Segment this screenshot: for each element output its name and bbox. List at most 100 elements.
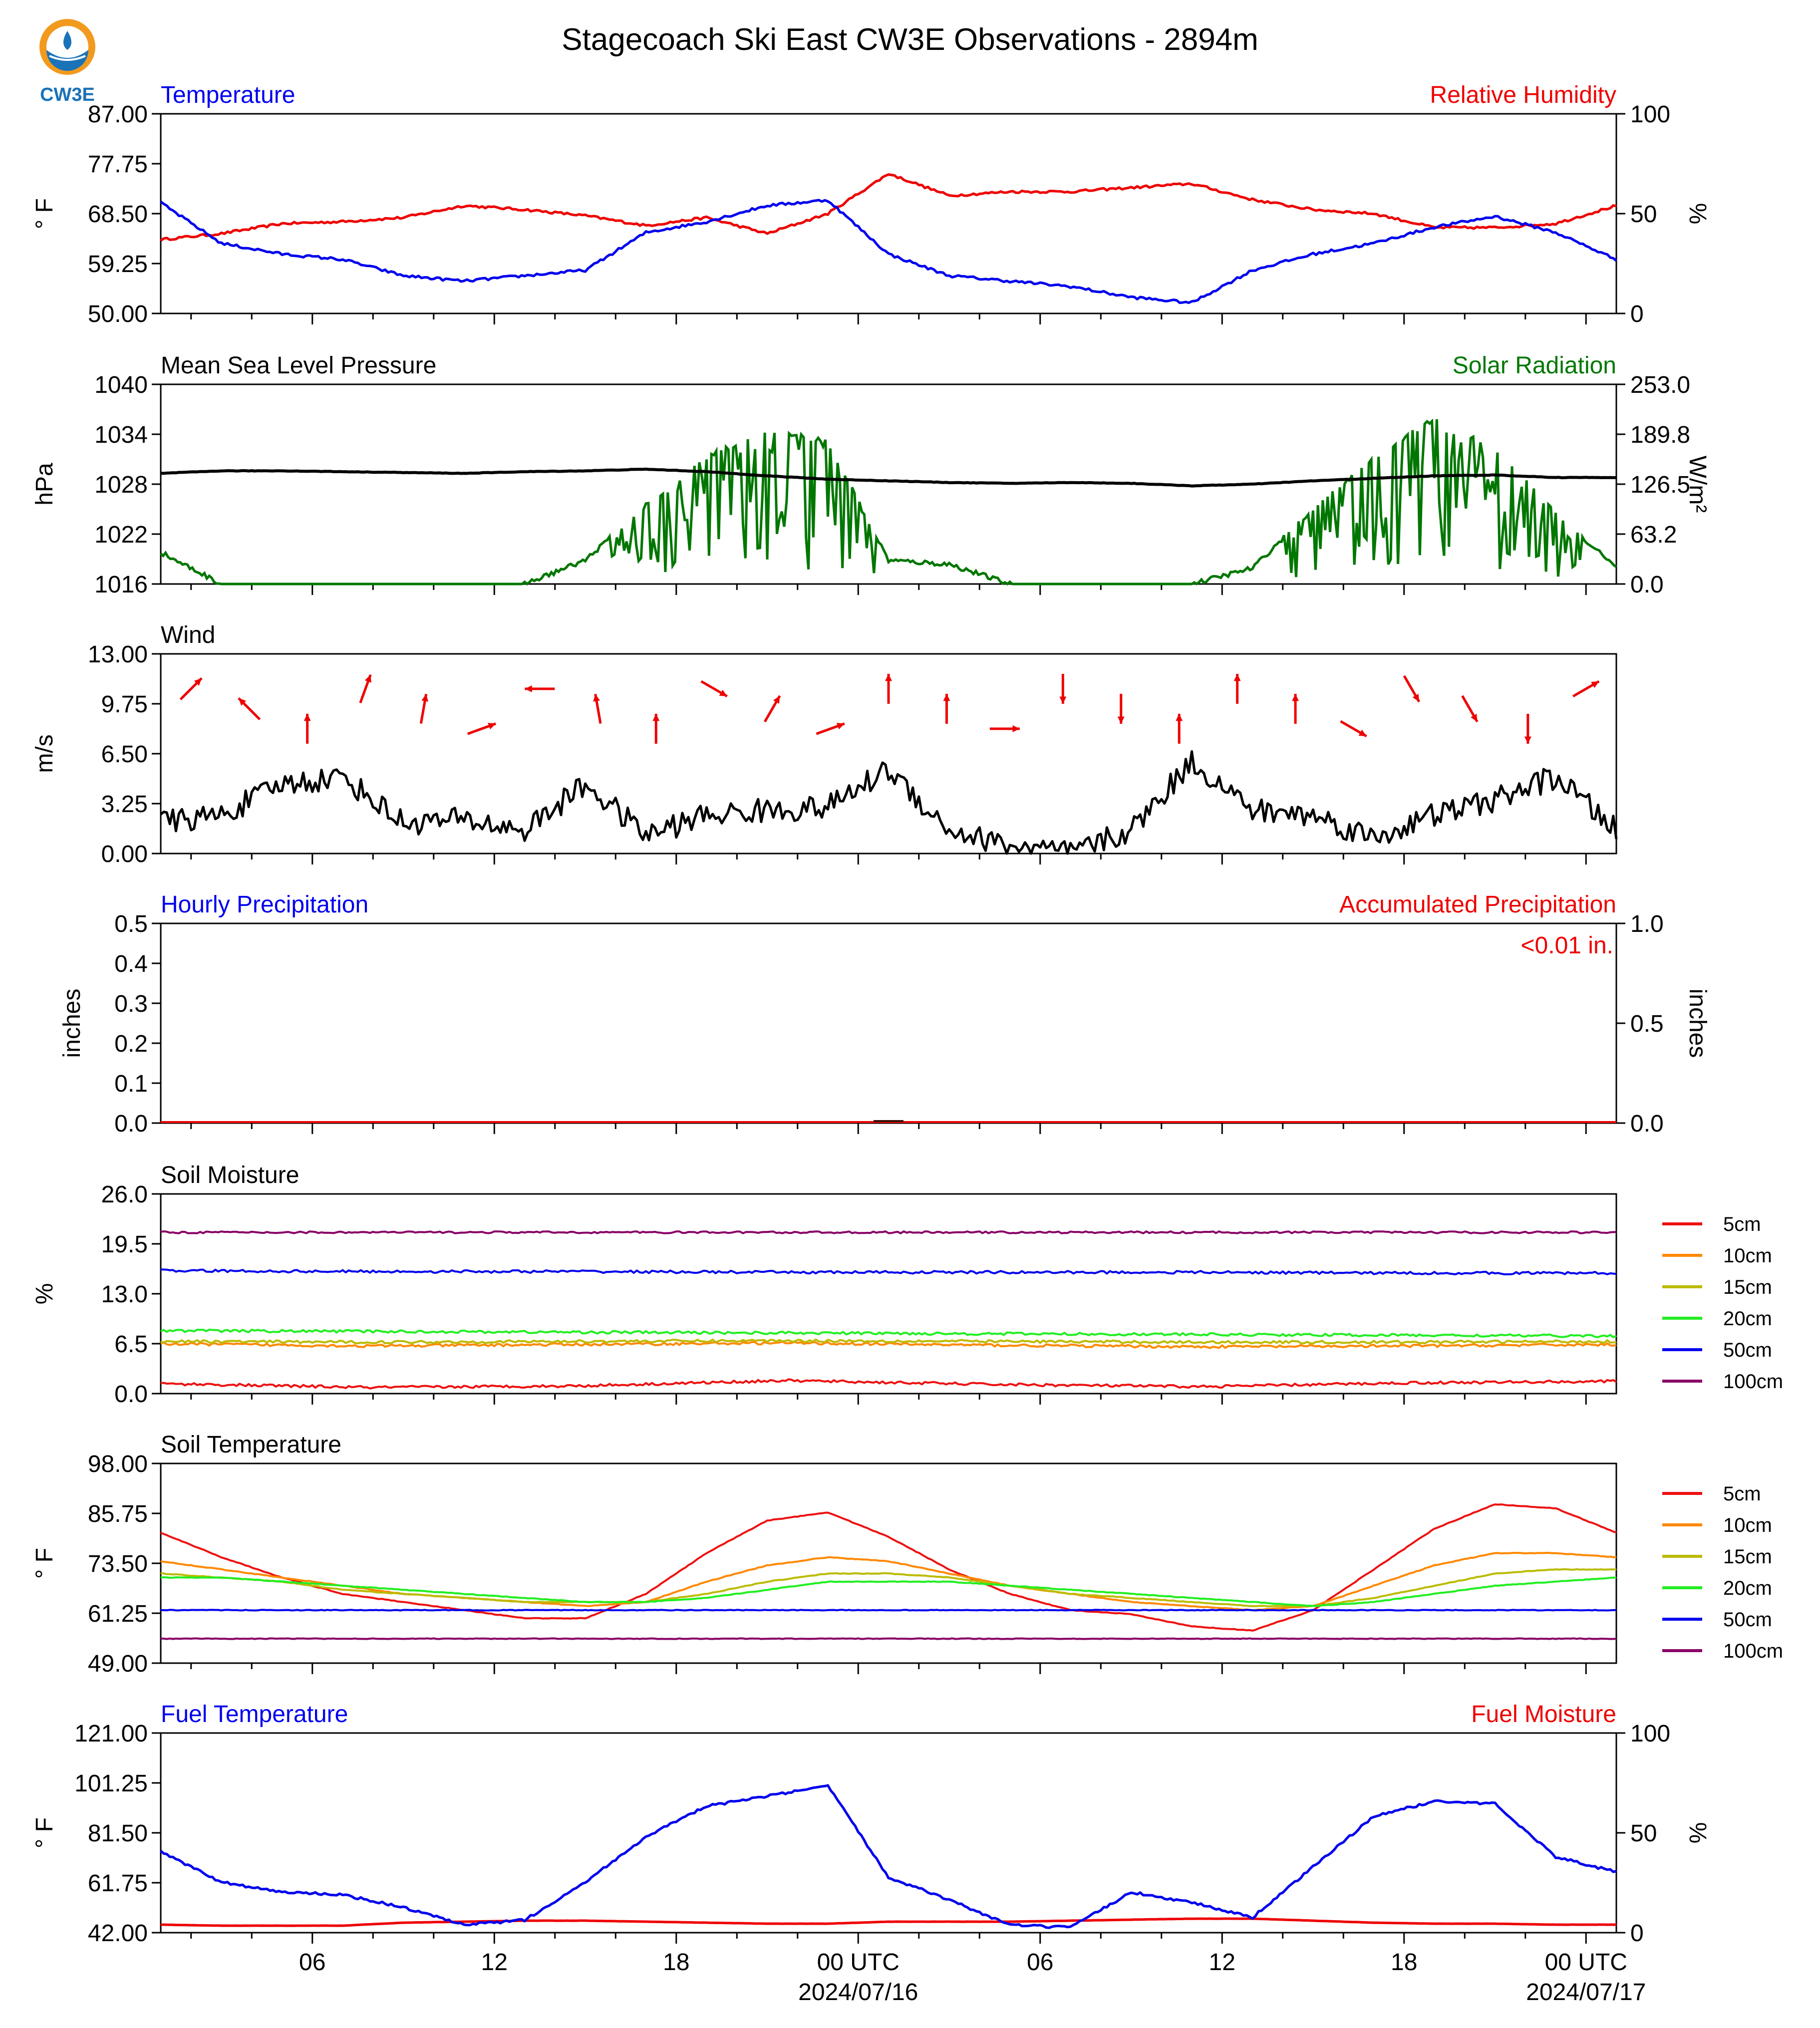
y-axis-label: hPa bbox=[31, 463, 58, 506]
soil-moisture-50cm bbox=[160, 1268, 1617, 1275]
y-tick-label: 0.0 bbox=[114, 1381, 148, 1408]
y-tick-label: 0.1 bbox=[114, 1071, 148, 1097]
x-tick-label: 00 UTC bbox=[1545, 1949, 1627, 1976]
x-tick-label: 12 bbox=[1209, 1949, 1235, 1976]
legend-label: 20cm bbox=[1723, 1308, 1772, 1330]
y-tick-label: 42.00 bbox=[88, 1920, 148, 1947]
wind-arrow-head bbox=[885, 674, 892, 681]
legend-label: 15cm bbox=[1723, 1276, 1772, 1298]
precip-total-annotation: <0.01 in. bbox=[1521, 932, 1613, 959]
panel-title-left: Temperature bbox=[161, 82, 295, 108]
y-tick-label: 0.0 bbox=[114, 1111, 148, 1137]
y-tick-label: 50.00 bbox=[88, 301, 148, 327]
y-tick-label: 9.75 bbox=[101, 691, 148, 718]
y-tick-label-right: 126.5 bbox=[1630, 472, 1690, 498]
y-tick-label-right: 0 bbox=[1630, 1920, 1644, 1947]
y-axis-label: ° F bbox=[31, 1548, 58, 1579]
wind-arrow-head bbox=[719, 689, 727, 696]
y-tick-label: 87.00 bbox=[88, 101, 148, 128]
x-tick-label: 18 bbox=[663, 1949, 689, 1976]
soil-temperature-100cm bbox=[161, 1637, 1617, 1640]
soil-temperature-20cm bbox=[160, 1576, 1617, 1607]
legend-label: 50cm bbox=[1723, 1339, 1772, 1361]
y-tick-label: 121.00 bbox=[74, 1721, 148, 1747]
y-tick-label-right: 63.2 bbox=[1630, 522, 1677, 548]
temperature-line bbox=[160, 199, 1617, 304]
y-axis-label-right: inches bbox=[1684, 989, 1711, 1058]
wind-arrow-head bbox=[1176, 714, 1183, 721]
y-tick-label-right: 189.8 bbox=[1630, 422, 1690, 448]
wind-arrow-head bbox=[652, 714, 660, 721]
y-tick-label: 1040 bbox=[94, 372, 148, 398]
x-tick-label: 06 bbox=[299, 1949, 325, 1976]
soil-moisture-5cm bbox=[160, 1378, 1617, 1390]
y-tick-label-right: 0.5 bbox=[1630, 1011, 1664, 1037]
x-tick-label: 00 UTC bbox=[817, 1949, 900, 1976]
soil-moisture-20cm bbox=[160, 1328, 1617, 1339]
fuel-temperature-line bbox=[160, 1784, 1617, 1929]
pressure-line bbox=[160, 467, 1617, 488]
wind-arrow-head bbox=[943, 694, 950, 701]
wind-arrow-head bbox=[238, 698, 247, 706]
y-tick-label: 85.75 bbox=[88, 1501, 148, 1527]
y-tick-label: 0.4 bbox=[114, 951, 148, 977]
y-tick-label: 0.3 bbox=[114, 991, 148, 1017]
legend-label: 5cm bbox=[1723, 1483, 1761, 1505]
panel-title-left: Wind bbox=[161, 622, 215, 648]
y-tick-label: 101.25 bbox=[74, 1770, 148, 1797]
y-axis-label: m/s bbox=[31, 734, 58, 773]
legend-label: 15cm bbox=[1723, 1546, 1772, 1568]
soil-temperature-15cm bbox=[160, 1568, 1617, 1608]
panel-title-right: Relative Humidity bbox=[1430, 82, 1616, 108]
y-tick-label: 81.50 bbox=[88, 1820, 148, 1847]
wind-arrow-head bbox=[194, 678, 202, 686]
soil-temperature-5cm bbox=[160, 1503, 1617, 1632]
wind-arrow-head bbox=[1412, 694, 1419, 702]
x-tick-label: 12 bbox=[481, 1949, 508, 1976]
panel-title-right: Fuel Moisture bbox=[1471, 1701, 1616, 1728]
soil-moisture-100cm bbox=[160, 1230, 1617, 1234]
x-date-label: 2024/07/17 bbox=[1526, 1979, 1646, 2006]
wind-arrow-head bbox=[773, 696, 780, 704]
y-tick-label: 61.75 bbox=[88, 1870, 148, 1897]
y-tick-label-right: 1.0 bbox=[1630, 911, 1664, 937]
y-tick-label: 3.25 bbox=[101, 791, 148, 818]
legend-label: 100cm bbox=[1723, 1640, 1783, 1662]
y-tick-label: 1028 bbox=[94, 472, 148, 498]
wind-speed-line bbox=[160, 750, 1618, 855]
wind-arrow-head bbox=[364, 674, 371, 683]
y-tick-label-right: 0.0 bbox=[1630, 1111, 1664, 1137]
wind-arrow-head bbox=[1012, 725, 1020, 732]
wind-arrow-head bbox=[1524, 736, 1531, 744]
y-tick-label: 1034 bbox=[94, 422, 148, 448]
rh-line bbox=[160, 173, 1617, 242]
soil-moisture-15cm bbox=[160, 1338, 1617, 1345]
panel-title-left: Fuel Temperature bbox=[161, 1701, 348, 1728]
wind-arrow-head bbox=[1117, 716, 1125, 724]
y-tick-label-right: 100 bbox=[1630, 101, 1670, 128]
y-tick-label: 13.00 bbox=[88, 641, 148, 668]
y-tick-label: 6.5 bbox=[114, 1331, 148, 1358]
panel-title-left: Soil Temperature bbox=[161, 1432, 341, 1458]
y-axis-label-right: W/m² bbox=[1684, 456, 1711, 513]
wind-arrow-head bbox=[836, 723, 845, 730]
legend-label: 100cm bbox=[1723, 1371, 1783, 1393]
y-axis-label: inches bbox=[59, 989, 85, 1058]
wind-arrow-head bbox=[1471, 714, 1478, 722]
y-tick-label: 19.5 bbox=[101, 1231, 148, 1258]
y-tick-label-right: 0 bbox=[1630, 301, 1644, 327]
wind-arrow-head bbox=[488, 723, 496, 730]
fuel-moisture-line bbox=[161, 1917, 1616, 1927]
y-axis-label-right: % bbox=[1684, 1822, 1711, 1844]
solar-radiation-line bbox=[160, 418, 1617, 586]
y-tick-label: 61.25 bbox=[88, 1601, 148, 1627]
figure-title: Stagecoach Ski East CW3E Observations - … bbox=[562, 22, 1258, 57]
wind-arrow-head bbox=[1358, 729, 1367, 736]
y-tick-label: 26.0 bbox=[101, 1181, 148, 1208]
y-axis-label: % bbox=[31, 1283, 58, 1305]
legend-label: 5cm bbox=[1723, 1213, 1761, 1235]
x-tick-label: 06 bbox=[1027, 1949, 1053, 1976]
cw3e-logo: CW3E bbox=[39, 19, 95, 105]
y-tick-label: 59.25 bbox=[88, 251, 148, 278]
panel-title-left: Hourly Precipitation bbox=[161, 891, 368, 918]
